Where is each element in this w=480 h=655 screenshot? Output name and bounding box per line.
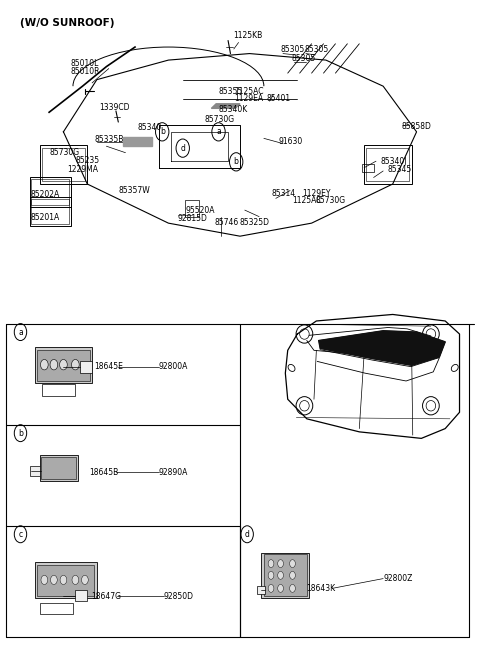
Bar [75, 590, 87, 601]
Text: a: a [18, 328, 23, 337]
Text: 85401: 85401 [266, 94, 290, 103]
Polygon shape [319, 331, 445, 365]
Text: 95520A: 95520A [185, 206, 215, 215]
Circle shape [289, 559, 295, 567]
Text: a: a [216, 127, 221, 136]
Bar [39, 455, 78, 481]
Circle shape [278, 571, 283, 579]
Circle shape [40, 360, 48, 370]
Circle shape [60, 360, 67, 370]
Bar [30, 466, 39, 476]
Text: b: b [18, 428, 23, 438]
Bar [185, 200, 199, 217]
Bar [39, 603, 73, 614]
Text: 18645B: 18645B [90, 468, 119, 477]
Text: d: d [180, 143, 185, 153]
Bar [37, 565, 95, 596]
Bar [42, 384, 75, 396]
Text: 85357W: 85357W [118, 186, 150, 195]
Text: 1125AC: 1125AC [234, 87, 264, 96]
Text: 1129EA: 1129EA [234, 94, 263, 103]
Text: 85730G: 85730G [49, 148, 79, 157]
Text: 85345: 85345 [388, 165, 412, 174]
Text: 85010R: 85010R [71, 67, 100, 76]
Text: 85730G: 85730G [204, 115, 235, 124]
Text: b: b [160, 127, 165, 136]
Circle shape [72, 360, 79, 370]
Text: d: d [245, 530, 250, 539]
Bar [35, 562, 97, 598]
Circle shape [41, 575, 48, 584]
Text: 85325D: 85325D [239, 218, 269, 227]
Bar [362, 164, 373, 172]
Text: 85730G: 85730G [315, 196, 346, 206]
Circle shape [278, 559, 283, 567]
Polygon shape [123, 137, 152, 146]
Text: 91630: 91630 [278, 137, 302, 146]
Bar [41, 457, 76, 479]
Bar [264, 555, 307, 596]
Text: 85201A: 85201A [31, 214, 60, 223]
Circle shape [82, 575, 88, 584]
Text: 92890A: 92890A [159, 468, 188, 477]
Bar [42, 148, 85, 181]
Circle shape [72, 575, 79, 584]
Text: 85314: 85314 [272, 189, 296, 198]
Circle shape [278, 584, 283, 592]
Text: 1129EY: 1129EY [302, 189, 331, 198]
Text: 85340: 85340 [137, 123, 162, 132]
Text: 1339CD: 1339CD [99, 103, 130, 112]
Text: 18643K: 18643K [306, 584, 335, 593]
Bar [30, 197, 71, 227]
Text: 1125AC: 1125AC [292, 196, 322, 206]
Bar [37, 350, 90, 381]
Text: 18647G: 18647G [91, 591, 121, 601]
Bar [30, 178, 71, 207]
Text: 85305: 85305 [304, 45, 329, 54]
Text: 92815D: 92815D [177, 214, 207, 223]
Bar [366, 148, 409, 181]
Bar [257, 586, 265, 594]
Text: 85010L: 85010L [71, 59, 99, 68]
Text: 85340K: 85340K [218, 105, 247, 113]
Text: 85305: 85305 [291, 54, 316, 63]
Text: 85340J: 85340J [381, 157, 408, 166]
Bar [32, 199, 69, 225]
Circle shape [268, 559, 274, 567]
Bar [364, 145, 412, 184]
Bar [32, 179, 69, 205]
Circle shape [268, 571, 274, 579]
Text: 1125KB: 1125KB [233, 31, 262, 40]
Bar [35, 347, 92, 383]
Text: c: c [18, 530, 23, 539]
Text: b: b [234, 157, 239, 166]
Text: 85235: 85235 [75, 156, 99, 165]
Text: 18645E: 18645E [95, 362, 123, 371]
Text: 85355: 85355 [218, 87, 242, 96]
Bar [39, 145, 87, 184]
Text: 85305: 85305 [280, 45, 304, 54]
Circle shape [50, 575, 57, 584]
Text: 85746: 85746 [214, 218, 239, 227]
Text: 85858D: 85858D [401, 122, 431, 131]
Text: 92800A: 92800A [159, 362, 188, 371]
Circle shape [268, 584, 274, 592]
Text: 1229MA: 1229MA [67, 164, 98, 174]
Bar [262, 553, 309, 598]
Text: 92850D: 92850D [164, 591, 193, 601]
Bar [80, 362, 92, 373]
Text: (W/O SUNROOF): (W/O SUNROOF) [21, 18, 115, 28]
Text: 85335B: 85335B [95, 134, 124, 143]
Polygon shape [211, 103, 240, 108]
Text: 85202A: 85202A [31, 190, 60, 199]
Circle shape [50, 360, 58, 370]
Text: 92800Z: 92800Z [383, 574, 412, 583]
Circle shape [289, 571, 295, 579]
Circle shape [289, 584, 295, 592]
Circle shape [60, 575, 67, 584]
